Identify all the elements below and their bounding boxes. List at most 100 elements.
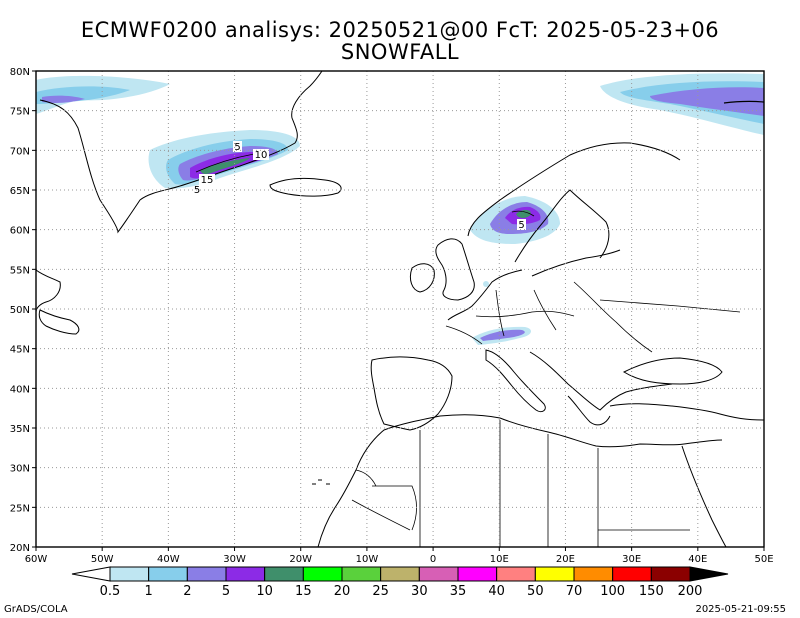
lat-label: 25N xyxy=(10,503,30,514)
colorbar-swatch xyxy=(302,566,343,582)
turkey-coast xyxy=(609,403,764,421)
iberia-coast xyxy=(370,356,453,431)
lat-label: 65N xyxy=(10,186,30,197)
red-sea-coast xyxy=(681,445,727,547)
map-subtitle: SNOWFALL xyxy=(340,40,460,64)
lon-label: 30W xyxy=(223,554,246,565)
canary-islands xyxy=(312,479,330,485)
colorbar-swatch xyxy=(650,566,691,582)
contour-label-10: 10 xyxy=(255,150,268,161)
gridlines xyxy=(36,71,765,547)
lat-label: 40N xyxy=(10,384,30,395)
colorbar-label: 100 xyxy=(600,584,626,599)
colorbar-swatch xyxy=(612,566,652,582)
lon-label: 20E xyxy=(556,554,575,565)
snow-area-scandinavia-peak xyxy=(516,210,531,218)
map-title: ECMWF0200 analisys: 20250521@00 FcT: 202… xyxy=(80,18,720,42)
contour-label-15: 15 xyxy=(201,175,214,186)
lon-label: 20W xyxy=(289,554,312,565)
contour-label-5a: 5 xyxy=(234,142,240,153)
contour-line-greenland xyxy=(195,153,255,173)
lat-label: 45N xyxy=(10,345,30,356)
lon-label: 50E xyxy=(754,554,773,565)
colorbar xyxy=(71,566,729,582)
colorbar-swatch xyxy=(496,566,536,582)
lat-label: 35N xyxy=(10,424,30,435)
lat-label: 20N xyxy=(10,543,30,554)
footer-credit: GrADS/COLA xyxy=(4,604,68,615)
lat-label: 70N xyxy=(10,146,30,157)
colorbar-label: 35 xyxy=(449,584,467,599)
snow-area-greenland-peak xyxy=(200,158,250,175)
lon-label: 10E xyxy=(490,554,509,565)
iceland-coast xyxy=(269,177,342,197)
colorbar-swatch xyxy=(573,566,614,582)
country-borders xyxy=(351,281,741,547)
lon-label: 50W xyxy=(91,554,114,565)
lon-label: 10W xyxy=(356,554,379,565)
lon-label: 0 xyxy=(430,554,436,565)
colorbar-swatch xyxy=(264,566,304,582)
italy-coast xyxy=(485,349,546,413)
black-sea-coast xyxy=(622,357,723,385)
snow-area-ne-high xyxy=(650,87,764,116)
lat-label: 60N xyxy=(10,226,30,237)
colorbar-swatch xyxy=(341,566,382,582)
newfoundland-coast xyxy=(38,309,80,335)
colorbar-label: 50 xyxy=(527,584,544,599)
contour-line-scandinavia xyxy=(511,210,535,217)
coastlines xyxy=(36,71,764,547)
colorbar-swatch xyxy=(380,566,420,582)
ireland-coast xyxy=(409,263,435,293)
lon-label: 40E xyxy=(688,554,707,565)
colorbar-swatch xyxy=(225,566,266,582)
lon-label: 40W xyxy=(157,554,180,565)
colorbar-label: 150 xyxy=(638,584,664,599)
colorbar-low-triangle xyxy=(71,566,111,582)
colorbar-label: 1 xyxy=(144,584,153,599)
africa-west-coast xyxy=(317,469,357,547)
norway-coast xyxy=(467,142,681,237)
contour-lines xyxy=(195,100,764,217)
lat-label: 80N xyxy=(10,67,30,78)
greece-coast xyxy=(567,395,611,426)
colorbar-label: 25 xyxy=(372,584,389,599)
baltic-coast xyxy=(531,249,621,277)
colorbar-label: 40 xyxy=(488,584,505,599)
colorbar-label: 5 xyxy=(221,584,231,599)
snow-area-nw-high xyxy=(42,95,85,103)
balkans-coast xyxy=(529,351,673,411)
contour-label-5c: 5 xyxy=(518,220,524,231)
snowfall-field xyxy=(36,73,764,345)
colorbar-swatch xyxy=(186,566,227,582)
lat-label: 30N xyxy=(10,464,30,475)
colorbar-swatch xyxy=(534,566,575,582)
lat-label: 75N xyxy=(10,107,30,118)
colorbar-label: 20 xyxy=(333,584,351,599)
sweden-finland-coast xyxy=(514,189,610,263)
contour-line-ne xyxy=(723,100,764,104)
footer-timestamp: 2025-05-21-09:55 xyxy=(695,604,786,615)
colorbar-swatch xyxy=(109,566,150,582)
axis-ticks: 60W 50W 40W 30W 20W 10W 0 10E 20E 30E 40E 50E 20N 25N… xyxy=(10,67,774,565)
snow-area-alps-high xyxy=(480,329,525,341)
lon-label: 60W xyxy=(25,554,48,565)
colorbar-label: 0.5 xyxy=(99,584,121,599)
canada-coast xyxy=(36,269,61,313)
colorbar-label: 15 xyxy=(295,584,312,599)
lon-label: 30E xyxy=(622,554,641,565)
britain-coast xyxy=(435,238,475,301)
colorbar-high-triangle xyxy=(689,566,729,582)
colorbar-swatch xyxy=(457,566,498,582)
lat-label: 50N xyxy=(10,305,30,316)
colorbar-swatch xyxy=(148,566,188,582)
colorbar-label: 30 xyxy=(411,584,428,599)
africa-north-coast xyxy=(355,414,723,471)
colorbar-label: 70 xyxy=(565,584,583,599)
europe-west-coast xyxy=(447,269,523,321)
colorbar-swatch xyxy=(418,566,459,582)
lat-label: 55N xyxy=(10,265,30,276)
colorbar-label: 10 xyxy=(256,584,273,599)
colorbar-label: 2 xyxy=(183,584,192,599)
